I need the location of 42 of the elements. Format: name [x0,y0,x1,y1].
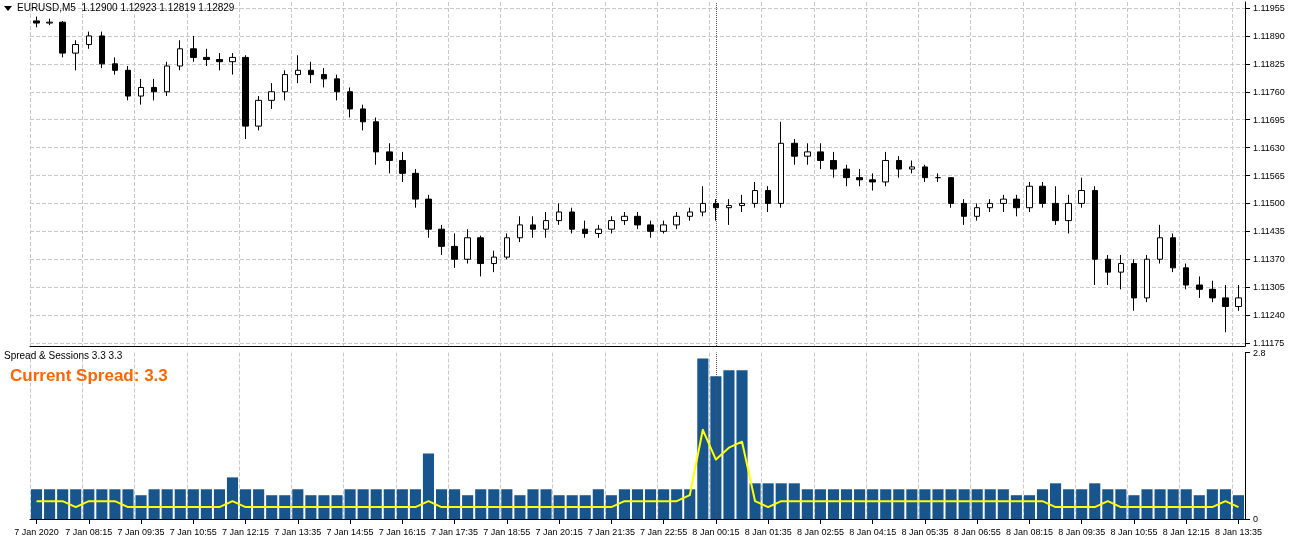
x-tick-label: 8 Jan 05:35 [901,526,949,537]
annotation: Current Spread: 3.3 [10,366,168,386]
x-tick-label: 7 Jan 16:15 [378,526,426,537]
y-tick-label: 1.11370 [1253,254,1285,265]
x-tick-label: 7 Jan 08:15 [65,526,113,537]
x-tick-label: 7 Jan 17:35 [431,526,479,537]
y-tick-label: 1.11695 [1253,114,1285,125]
x-tick-label: 8 Jan 13:35 [1214,526,1262,537]
x-tick-label: 7 Jan 09:35 [117,526,165,537]
x-tick-label: 7 Jan 22:55 [640,526,688,537]
y-tick-label: 1.11435 [1253,226,1285,237]
y-tick-label: 1.11630 [1253,142,1285,153]
chart-title: Spread & Sessions 3.3 3.3 [4,350,123,361]
y-tick-label: 1.11760 [1253,86,1285,97]
x-tick-label: 7 Jan 2020 [14,526,59,537]
x-tick-label: 7 Jan 13:35 [274,526,322,537]
x-tick-label: 8 Jan 00:15 [692,526,740,537]
y-tick-label: 1.11825 [1253,58,1285,69]
y-tick-label: 1.11175 [1253,337,1285,348]
y-tick-label: 2.8 [1253,347,1266,358]
x-tick-label: 7 Jan 20:15 [535,526,583,537]
x-tick-label: 7 Jan 14:55 [326,526,374,537]
x-tick-label: 8 Jan 09:35 [1058,526,1106,537]
y-tick-label: 1.11565 [1253,170,1285,181]
y-tick-label: 0 [1253,514,1259,524]
y-tick-label: 1.11305 [1253,282,1285,293]
x-tick-label: 8 Jan 08:15 [1005,526,1053,537]
y-tick-label: 1.11955 [1253,3,1285,14]
x-tick-label: 8 Jan 12:15 [1162,526,1210,537]
x-tick-label: 7 Jan 21:35 [587,526,635,537]
x-tick-label: 8 Jan 01:35 [744,526,792,537]
x-tick-label: 7 Jan 12:15 [222,526,270,537]
x-tick-label: 8 Jan 06:55 [953,526,1001,537]
chart-title: EURUSD,M5 1.12900 1.12923 1.12819 1.12829 [17,2,235,13]
y-tick-label: 1.11240 [1253,310,1285,321]
y-tick-label: 1.11890 [1253,30,1285,41]
x-tick-label: 8 Jan 02:55 [796,526,844,537]
x-tick-label: 8 Jan 04:15 [849,526,897,537]
x-tick-label: 7 Jan 10:55 [169,526,217,537]
y-tick-label: 1.11500 [1253,198,1285,209]
x-tick-label: 8 Jan 10:55 [1110,526,1158,537]
x-tick-label: 7 Jan 18:55 [483,526,531,537]
